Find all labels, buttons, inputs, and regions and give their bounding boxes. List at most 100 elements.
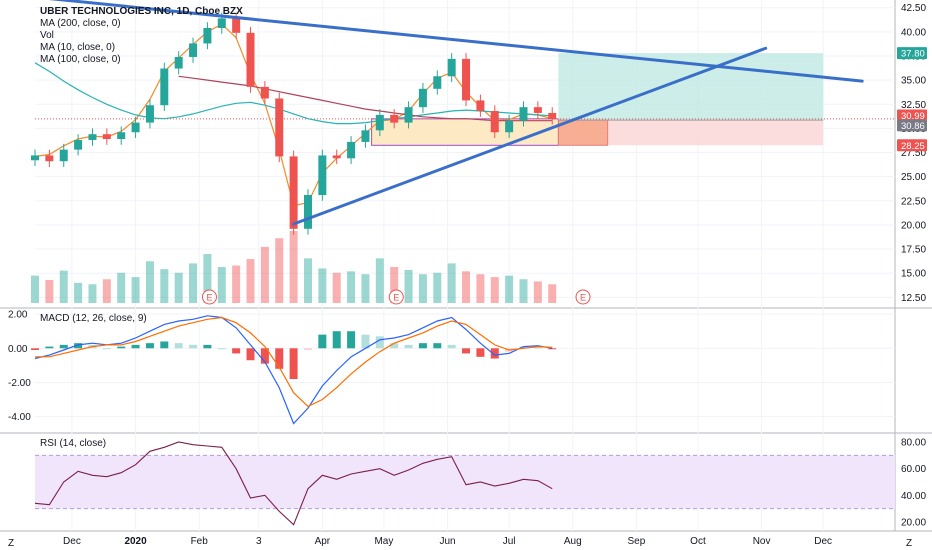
x-tick-label: Dec <box>814 536 832 547</box>
volume-bar <box>332 272 341 303</box>
rsi-line <box>34 441 553 526</box>
trendlines[interactable] <box>35 0 864 226</box>
candle-body <box>74 139 83 150</box>
legend-ma100[interactable]: MA (100, close, 0) <box>40 54 121 65</box>
earnings-marker[interactable] <box>201 289 217 305</box>
svg-text:28.25: 28.25 <box>901 141 925 152</box>
candle-body <box>289 156 298 229</box>
volume-bar <box>246 259 255 303</box>
volume-bar <box>548 284 557 303</box>
rsi-tick-label: 60.00 <box>901 464 926 475</box>
price-tick-label: 35.00 <box>901 76 926 87</box>
volume-bar <box>74 282 83 303</box>
x-tick-label: May <box>374 536 393 547</box>
macd-histogram-bar <box>361 334 370 349</box>
x-tick-label: 3 <box>256 536 262 547</box>
volume-bar <box>31 275 39 303</box>
earnings-marker[interactable] <box>388 289 404 305</box>
price-tick-label: 12.50 <box>901 293 926 304</box>
macd-pane: 2.00 0.00 -2.00 -4.00 <box>8 310 895 425</box>
ma100-line <box>34 62 553 125</box>
macd-histogram-bar <box>45 346 54 349</box>
x-tick-label: Jul <box>503 536 516 547</box>
consolidation-box[interactable] <box>371 118 559 146</box>
target-price-tag: 37.80 <box>897 47 927 60</box>
candle-body <box>303 195 312 229</box>
candle-body <box>332 155 341 159</box>
volume-bar <box>418 274 427 303</box>
legend-ma10[interactable]: MA (10, close, 0) <box>40 42 115 53</box>
stop-price-tag: 28.25 <box>897 139 927 152</box>
candle-body <box>318 155 327 196</box>
x-tick-label: Feb <box>191 536 209 547</box>
x-tick-label: 2020 <box>124 536 147 547</box>
zoom-icon[interactable]: Z <box>906 538 912 549</box>
candle-body <box>88 134 97 140</box>
macd-histogram-bar <box>232 348 241 354</box>
macd-signal-line <box>35 316 553 408</box>
candle-body <box>433 76 442 89</box>
legend-vol[interactable]: Vol <box>40 30 54 41</box>
rsi-title[interactable]: RSI (14, close) <box>40 438 106 449</box>
x-tick-label: Aug <box>564 536 582 547</box>
rsi-tick-label: 40.00 <box>901 491 926 502</box>
price-tick-label: 27.50 <box>901 148 926 159</box>
price-tick-label: 20.00 <box>901 220 926 231</box>
svg-text:30.86: 30.86 <box>901 121 925 132</box>
macd-histogram-bar <box>318 334 327 349</box>
macd-tick-label: 2.00 <box>8 310 28 321</box>
candle-body <box>45 155 54 162</box>
candle-body <box>246 32 255 87</box>
x-tick-label: Apr <box>315 536 331 547</box>
symbol-title: UBER TECHNOLOGIES INC, 1D, Cboe BZX <box>40 6 243 17</box>
price-tick-label: 32.50 <box>901 100 926 111</box>
candle-body <box>505 120 514 133</box>
timezone-icon[interactable]: Z <box>8 538 14 549</box>
macd-histogram-bar <box>160 341 169 349</box>
macd-line <box>34 315 553 425</box>
candle-body <box>533 107 542 113</box>
earnings-marker[interactable] <box>575 289 591 305</box>
volume-bar <box>160 269 169 303</box>
volume-bar <box>117 272 126 303</box>
candle-body <box>160 68 169 106</box>
macd-histogram-bar <box>174 343 183 349</box>
macd-histogram-bar <box>332 331 341 349</box>
macd-histogram-bar <box>74 343 83 349</box>
macd-title[interactable]: MACD (12, 26, close, 9) <box>40 313 147 324</box>
x-tick-label: Nov <box>753 536 771 547</box>
volume-bar <box>217 267 226 303</box>
price-tick-label: 25.00 <box>901 172 926 183</box>
volume-bar <box>303 258 312 303</box>
candle-body <box>490 111 499 133</box>
volume-bar <box>375 258 384 303</box>
candle-body <box>189 43 198 57</box>
candle-body <box>232 18 241 33</box>
candle-body <box>418 88 427 108</box>
volume-bar <box>361 274 370 303</box>
macd-histogram-bar <box>375 336 384 349</box>
macd-histogram-bar <box>275 348 284 369</box>
macd-histogram-bar <box>533 347 542 349</box>
legend-ma200[interactable]: MA (200, close, 0) <box>40 18 121 29</box>
position-stop-box[interactable] <box>557 119 609 146</box>
macd-histogram-bar <box>447 344 456 349</box>
time-axis[interactable]: Dec 2020 Feb 3 Apr May Jun Jul Aug Sep Oct Nov Dec <box>63 536 832 547</box>
rsi-tick-label: 20.00 <box>901 518 926 529</box>
candle-body <box>447 58 456 77</box>
macd-histogram-bar <box>189 344 198 349</box>
candlesticks <box>31 12 557 235</box>
volume-bar <box>505 275 514 303</box>
support-trendline[interactable] <box>292 46 768 226</box>
resistance-trendline[interactable] <box>35 0 864 83</box>
candle-body <box>462 58 471 101</box>
candle-body <box>131 122 140 133</box>
volume-bar <box>447 263 456 303</box>
ma200-line <box>178 75 553 122</box>
rsi-tick-label: 80.00 <box>901 438 926 449</box>
macd-histogram-bar <box>203 344 212 349</box>
volume-bar <box>318 268 327 303</box>
earnings-marker-label: E <box>580 293 586 303</box>
